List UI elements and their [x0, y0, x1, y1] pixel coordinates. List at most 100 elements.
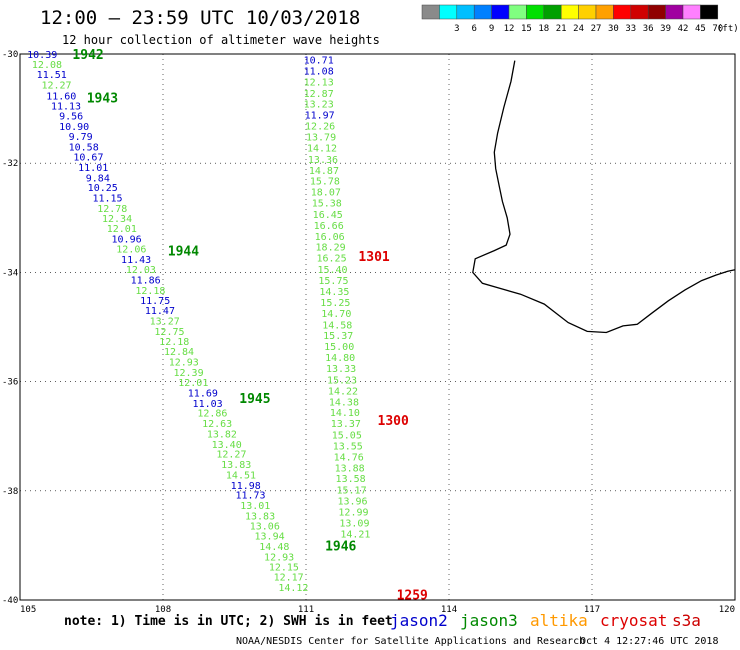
swh-value: 12.39 — [173, 368, 203, 379]
swh-value: 12.08 — [32, 60, 62, 71]
swh-value: 10.39 — [27, 50, 57, 61]
color-scale: 3 6 9 12 15 18 21 24 27 30 33 36 39 42 45 70 — [421, 4, 723, 34]
axis-tick-labels: 105 108 111 114 117 120 -30 -32 -34 -36 -38 -40 — [2, 50, 735, 615]
color-scale-label: 9 — [489, 24, 494, 34]
swh-value: 11.15 — [92, 194, 122, 205]
swh-value: 12.27 — [216, 450, 246, 461]
swh-value: 14.70 — [321, 309, 351, 320]
color-swatch — [526, 4, 545, 20]
swh-value: 15.78 — [310, 177, 340, 188]
swh-value: 13.88 — [335, 463, 365, 474]
pass-time-label: 1942 — [72, 48, 103, 63]
color-swatch — [613, 4, 632, 20]
swh-value: 14.58 — [322, 320, 352, 331]
color-swatch — [647, 4, 666, 20]
swh-value: 11.86 — [131, 275, 161, 286]
x-tick-label: 114 — [441, 605, 457, 615]
satellite-legend: jason2 jason3 altika cryosat s3a — [390, 611, 701, 630]
x-tick-label: 111 — [298, 605, 314, 615]
swh-value: 14.12 — [307, 143, 337, 154]
pass-time-label: 1945 — [239, 392, 270, 407]
swh-value: 9.79 — [69, 132, 93, 143]
swh-value: 9.56 — [59, 112, 83, 123]
swh-value: 13.96 — [337, 497, 367, 508]
color-swatch — [439, 4, 458, 20]
swh-value: 11.98 — [231, 481, 261, 492]
swh-value: 12.93 — [264, 552, 294, 563]
swh-value: 14.38 — [329, 397, 359, 408]
swh-value: 13.40 — [212, 440, 242, 451]
satellite-legend-item: altika — [530, 611, 588, 630]
swh-value: 13.06 — [250, 522, 280, 533]
color-swatch — [421, 4, 440, 20]
swh-value: 12.18 — [135, 286, 165, 297]
color-scale-label: 12 — [504, 24, 515, 34]
swh-value: 15.00 — [324, 342, 354, 353]
map-title: 12:00 – 23:59 UTC 10/03/2018 — [40, 7, 360, 29]
color-scale-label: 70 — [712, 24, 723, 34]
swh-value: 11.51 — [37, 70, 67, 81]
swh-value: 12.99 — [338, 508, 368, 519]
swh-value: 14.10 — [330, 408, 360, 419]
footer-note: note: 1) Time is in UTC; 2) SWH is in fe… — [64, 614, 393, 629]
swh-value: 12.84 — [164, 347, 194, 358]
color-swatch — [508, 4, 527, 20]
swh-value: 13.83 — [245, 511, 275, 522]
swh-value: 14.76 — [334, 452, 364, 463]
color-swatch — [543, 4, 562, 20]
x-tick-label: 117 — [584, 605, 600, 615]
swh-value: 14.80 — [325, 353, 355, 364]
swh-value: 13.33 — [326, 364, 356, 375]
color-scale-label: 42 — [678, 24, 689, 34]
pass-time-label: 1259 — [397, 589, 428, 604]
color-swatch — [665, 4, 684, 20]
swh-value: 12.34 — [102, 214, 132, 225]
swh-value: 14.51 — [226, 470, 256, 481]
swh-value: 13.83 — [221, 460, 251, 471]
color-scale-label: 18 — [538, 24, 549, 34]
swh-value: 13.09 — [339, 518, 369, 529]
swh-value: 12.75 — [154, 327, 184, 338]
x-tick-label: 105 — [20, 605, 36, 615]
swh-value: 11.97 — [305, 111, 335, 122]
swh-value: 12.93 — [169, 357, 199, 368]
swh-value: 15.75 — [318, 276, 348, 287]
color-scale-label: 33 — [625, 24, 636, 34]
color-scale-label: 39 — [660, 24, 671, 34]
color-scale-label: 6 — [471, 24, 476, 34]
color-swatch — [578, 4, 597, 20]
swh-value: 11.75 — [140, 296, 170, 307]
swh-value: 15.23 — [327, 375, 357, 386]
satellite-legend-item: s3a — [672, 611, 701, 630]
pass-time-label: 1944 — [168, 245, 199, 260]
swh-value: 13.82 — [207, 429, 237, 440]
swh-value: 11.73 — [235, 491, 265, 502]
color-scale-label: 3 — [454, 24, 459, 34]
color-scale-label: 36 — [643, 24, 654, 34]
swh-value: 11.43 — [121, 255, 151, 266]
color-swatch — [700, 4, 719, 20]
color-scale-label: 30 — [608, 24, 619, 34]
swh-value: 12.06 — [116, 244, 146, 255]
coastline — [472, 60, 736, 334]
color-scale-label: 45 — [695, 24, 706, 34]
swh-value: 12.87 — [304, 89, 334, 100]
swh-value: 12.15 — [269, 563, 299, 574]
swh-value: 13.94 — [255, 532, 285, 543]
swh-value: 12.78 — [97, 204, 127, 215]
swh-value: 12.01 — [178, 378, 208, 389]
swh-value: 11.08 — [304, 66, 334, 77]
swh-value: 15.05 — [332, 431, 362, 442]
swh-value: 15.25 — [320, 298, 350, 309]
y-tick-label: -34 — [2, 268, 18, 278]
swh-value: 14.21 — [340, 529, 370, 540]
swh-value: 18.07 — [311, 188, 341, 199]
color-swatch — [473, 4, 492, 20]
x-tick-label: 120 — [719, 605, 735, 615]
pass-time-label: 1946 — [325, 539, 356, 554]
pass-time-label: 1943 — [87, 92, 118, 107]
pass-time-label: 1301 — [358, 250, 389, 265]
swh-value: 12.17 — [274, 573, 304, 584]
swh-value: 14.87 — [309, 166, 339, 177]
